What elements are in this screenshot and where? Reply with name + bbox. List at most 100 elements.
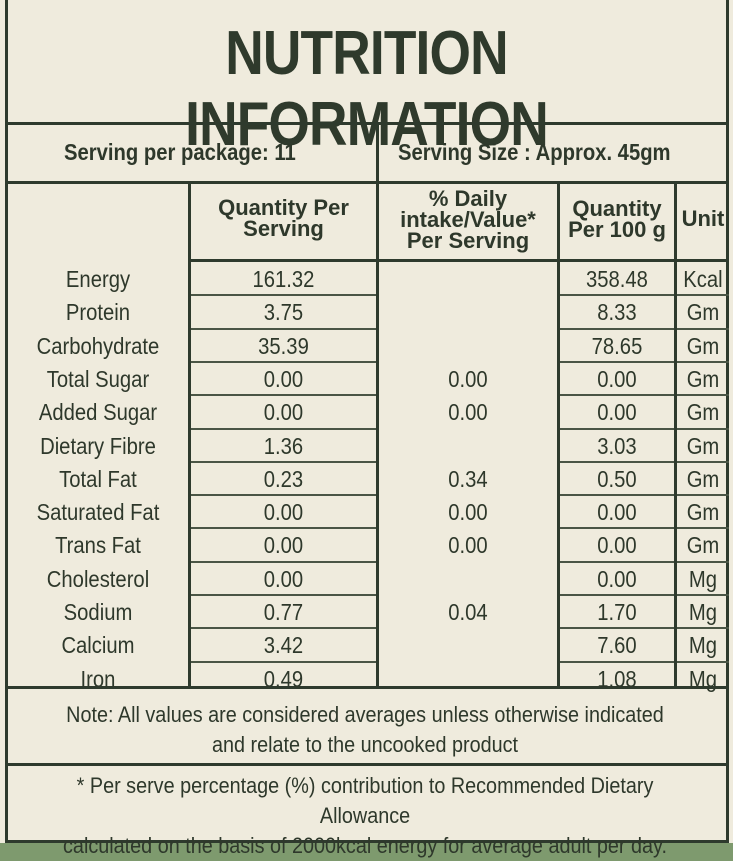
row-divider	[560, 394, 674, 397]
row-divider	[677, 660, 729, 663]
row-divider	[677, 460, 729, 463]
cell-dv: 0.00	[448, 399, 488, 426]
divider	[188, 181, 191, 686]
cell-unit: Gm	[686, 465, 720, 492]
table-frame	[5, 0, 729, 843]
cell-per100: 7.60	[597, 632, 637, 659]
divider	[188, 259, 729, 262]
row-divider	[191, 627, 376, 630]
divider	[5, 122, 729, 125]
row-divider	[560, 494, 674, 497]
cell-per-serving: 0.77	[263, 599, 304, 625]
serving-size: Serving Size : Approx. 45gm	[398, 139, 671, 165]
cell-per-serving: 0.00	[263, 365, 304, 392]
cell-name: Iron	[80, 665, 116, 692]
cell-per100: 0.00	[597, 565, 637, 592]
cell-unit: Gm	[686, 399, 720, 426]
cell-per100: 8.33	[597, 299, 637, 326]
cell-name: Total Sugar	[46, 365, 150, 392]
row-divider	[677, 294, 729, 297]
row-divider	[560, 527, 674, 530]
cell-dv: 0.00	[448, 365, 488, 392]
row-divider	[191, 360, 376, 363]
cell-name: Cholesterol	[46, 565, 150, 592]
cell-unit: Mg	[688, 665, 718, 692]
cell-per100: 0.00	[597, 399, 637, 426]
divider	[674, 181, 677, 686]
row-divider	[677, 627, 729, 630]
header-quantity-per-serving: Quantity Per Serving	[218, 195, 349, 241]
cell-name: Dietary Fibre	[40, 432, 156, 459]
row-divider	[677, 327, 729, 330]
divider	[376, 181, 379, 686]
row-divider	[191, 494, 376, 497]
row-divider	[191, 594, 376, 596]
row-divider	[677, 394, 729, 397]
row-divider	[677, 594, 729, 596]
row-divider	[560, 294, 674, 297]
cell-unit: Gm	[686, 499, 720, 526]
cell-name: Added Sugar	[38, 399, 158, 426]
footnote: * Per serve percentage (%) contribution …	[63, 773, 667, 858]
serving-per-package: Serving per package: 11	[64, 139, 296, 165]
cell-unit: Gm	[686, 532, 720, 559]
cell-per100: 1.70	[597, 599, 637, 625]
cell-unit: Mg	[688, 599, 718, 625]
note: Note: All values are considered averages…	[66, 702, 664, 757]
cell-unit: Gm	[686, 365, 720, 392]
divider	[5, 763, 729, 766]
row-divider	[191, 527, 376, 530]
row-divider	[191, 394, 376, 397]
row-divider	[677, 360, 729, 363]
row-divider	[677, 560, 729, 563]
row-divider	[191, 460, 376, 463]
row-divider	[191, 294, 376, 297]
cell-unit: Gm	[686, 299, 720, 326]
cell-unit: Gm	[686, 332, 720, 359]
divider	[376, 122, 379, 181]
cell-per100: 0.00	[597, 532, 637, 559]
header-daily-value: % Daily intake/Value* Per Serving	[400, 186, 536, 253]
cell-name: Sodium	[63, 599, 133, 625]
cell-name: Total Fat	[59, 465, 137, 492]
cell-name: Trans Fat	[55, 532, 141, 559]
cell-per100: 1.08	[597, 665, 637, 692]
row-divider	[560, 360, 674, 363]
cell-per-serving: 0.23	[263, 465, 304, 492]
cell-dv: 0.00	[448, 532, 488, 559]
cell-per100: 78.65	[591, 332, 643, 359]
row-divider	[677, 527, 729, 530]
cell-per-serving: 0.00	[263, 399, 304, 426]
header-per-100g: Quantity Per 100 g	[568, 196, 666, 242]
header-unit: Unit	[681, 206, 725, 231]
row-divider	[191, 327, 376, 330]
row-divider	[677, 427, 729, 430]
cell-per-serving: 0.00	[263, 499, 304, 526]
row-divider	[560, 627, 674, 630]
row-divider	[560, 327, 674, 330]
cell-per-serving: 0.00	[263, 532, 304, 559]
cell-per100: 3.03	[597, 432, 637, 459]
cell-per100: 358.48	[586, 266, 648, 292]
row-divider	[191, 660, 376, 663]
cell-name: Energy	[65, 266, 131, 292]
cell-unit: Gm	[686, 432, 720, 459]
cell-per100: 0.00	[597, 365, 637, 392]
row-divider	[560, 460, 674, 463]
divider	[5, 686, 729, 689]
cell-unit: Mg	[688, 632, 718, 659]
cell-per100: 0.50	[597, 465, 637, 492]
cell-dv: 0.04	[448, 599, 488, 625]
cell-per-serving: 3.42	[263, 632, 304, 659]
divider	[557, 181, 560, 686]
cell-per-serving: 0.49	[263, 665, 304, 692]
row-divider	[560, 560, 674, 563]
cell-per-serving: 1.36	[263, 432, 304, 459]
row-divider	[677, 494, 729, 497]
divider	[5, 181, 729, 184]
cell-per-serving: 0.00	[263, 565, 304, 592]
row-divider	[191, 427, 376, 430]
row-divider	[560, 594, 674, 596]
cell-name: Calcium	[61, 632, 135, 659]
